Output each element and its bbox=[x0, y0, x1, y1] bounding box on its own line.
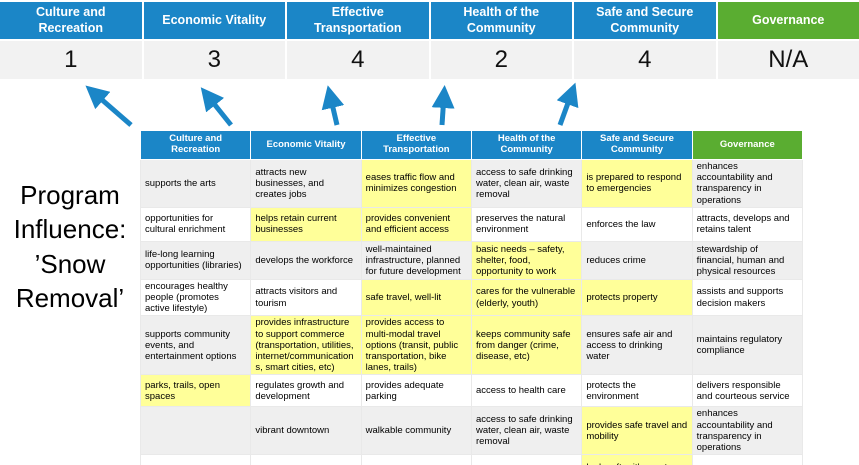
matrix-col-header: Governance bbox=[691, 130, 804, 160]
matrix-cell-highlighted: eases traffic flow and minimizes congest… bbox=[360, 159, 472, 208]
score-governance: N/A bbox=[717, 41, 859, 79]
matrix-row: life-long learning opportunities (librar… bbox=[139, 240, 804, 280]
matrix-cell bbox=[250, 454, 362, 465]
banner-header-health-community: Health of the Community bbox=[430, 2, 572, 39]
matrix-cell bbox=[691, 454, 804, 465]
matrix-col-header: Safe and Secure Community bbox=[581, 130, 693, 160]
matrix-cell: maintains regulatory compliance bbox=[691, 315, 804, 376]
score-banner: Culture and Recreation Economic Vitality… bbox=[0, 2, 859, 39]
matrix-cell: encourages healthy people (promotes acti… bbox=[139, 278, 252, 317]
matrix-cell-highlighted: provides convenient and efficient access bbox=[360, 206, 472, 242]
influence-arrows bbox=[85, 82, 579, 127]
matrix-row: opportunities for cultural enrichment hel… bbox=[139, 206, 804, 242]
arrow-safe-secure-community bbox=[556, 82, 579, 126]
matrix-cell: regulates growth and development bbox=[250, 374, 362, 408]
score-effective-transportation: 4 bbox=[287, 41, 429, 79]
matrix-cell bbox=[360, 454, 472, 465]
matrix-cell: vibrant downtown bbox=[250, 406, 362, 456]
matrix-cell: supports community events, and entertain… bbox=[139, 315, 252, 376]
matrix-cell: attracts, develops and retains talent bbox=[691, 206, 804, 242]
matrix-col-header: Culture and Recreation bbox=[139, 130, 252, 160]
matrix-cell-highlighted: provides access to multi-modal travel op… bbox=[360, 315, 472, 376]
matrix-cell-highlighted: helps retain current businesses bbox=[250, 206, 362, 242]
matrix-cell-highlighted: provides safe travel and mobility bbox=[581, 406, 693, 456]
matrix-cell: attracts new businesses, and creates job… bbox=[250, 159, 362, 208]
banner-header-economic-vitality: Economic Vitality bbox=[143, 2, 285, 39]
score-economic-vitality: 3 bbox=[143, 41, 285, 79]
banner-header-governance: Governance bbox=[717, 2, 859, 39]
matrix-cell: life-long learning opportunities (librar… bbox=[139, 240, 252, 280]
matrix-cell: assists and supports decision makers bbox=[691, 278, 804, 317]
matrix-row: parks, trails, open spaces regulates grow… bbox=[139, 374, 804, 408]
score-culture-recreation: 1 bbox=[0, 41, 142, 79]
matrix-cell-highlighted: safe travel, well-lit bbox=[360, 278, 472, 317]
matrix-col-header: Economic Vitality bbox=[250, 130, 362, 160]
matrix-cell-highlighted: basic needs – safety, shelter, food, opp… bbox=[470, 240, 583, 280]
matrix-cell bbox=[139, 454, 252, 465]
arrow-health-community bbox=[431, 85, 455, 126]
matrix-cell-highlighted: keeps community safe from danger (crime,… bbox=[470, 315, 583, 376]
matrix-cell-highlighted: parks, trails, open spaces bbox=[139, 374, 252, 408]
matrix-cell-highlighted: looks after it's most vulnerable bbox=[581, 454, 693, 465]
program-influence-label: Program Influence: ’Snow Removal’ bbox=[13, 180, 127, 313]
matrix-cell: opportunities for cultural enrichment bbox=[139, 206, 252, 242]
matrix-cell: attracts visitors and tourism bbox=[250, 278, 362, 317]
matrix-cell: provides adequate parking bbox=[360, 374, 472, 408]
score-health-community: 2 bbox=[430, 41, 572, 79]
matrix-cell-highlighted: cares for the vulnerable (elderly, youth… bbox=[470, 278, 583, 317]
matrix-cell: enforces the law bbox=[581, 206, 693, 242]
banner-header-safe-secure-community: Safe and Secure Community bbox=[574, 2, 716, 39]
matrix-cell: access to safe drinking water, clean air… bbox=[470, 406, 583, 456]
matrix-cell: walkable community bbox=[360, 406, 472, 456]
matrix-cell: delivers responsible and courteous servi… bbox=[691, 374, 804, 408]
matrix-cell: preserves the natural environment bbox=[470, 206, 583, 242]
matrix-row: vibrant downtown walkable community access… bbox=[139, 406, 804, 456]
matrix-col-header: Effective Transportation bbox=[360, 130, 472, 160]
matrix-header-row: Culture and Recreation Economic Vitality E… bbox=[139, 130, 804, 160]
matrix-cell: well-maintained infrastructure, planned … bbox=[360, 240, 472, 280]
score-safe-secure-community: 4 bbox=[574, 41, 716, 79]
matrix-cell-highlighted: is prepared to respond to emergencies bbox=[581, 159, 693, 208]
matrix-col-header: Health of the Community bbox=[470, 130, 583, 160]
banner-header-culture-recreation: Culture and Recreation bbox=[0, 2, 142, 39]
matrix-cell: access to health care bbox=[470, 374, 583, 408]
matrix-cell: stewardship of financial, human and phys… bbox=[691, 240, 804, 280]
arrow-effective-transportation bbox=[321, 85, 345, 126]
matrix-cell: supports the arts bbox=[139, 159, 252, 208]
matrix-cell: reduces crime bbox=[581, 240, 693, 280]
matrix-cell: ensures safe air and access to drinking … bbox=[581, 315, 693, 376]
matrix-row: supports community events, and entertain… bbox=[139, 315, 804, 376]
matrix-cell-highlighted: protects property bbox=[581, 278, 693, 317]
matrix-cell-highlighted: provides infrastructure to support comme… bbox=[250, 315, 362, 376]
banner-header-effective-transportation: Effective Transportation bbox=[287, 2, 429, 39]
matrix-cell bbox=[139, 406, 252, 456]
matrix-cell: enhances accountability and transparency… bbox=[691, 406, 804, 456]
matrix-cell bbox=[470, 454, 583, 465]
matrix-cell: enhances accountability and transparency… bbox=[691, 159, 804, 208]
arrow-economic-vitality bbox=[200, 87, 233, 127]
matrix-row: encourages healthy people (promotes acti… bbox=[139, 278, 804, 317]
matrix-cell: develops the workforce bbox=[250, 240, 362, 280]
matrix-cell: access to safe drinking water, clean air… bbox=[470, 159, 583, 208]
score-row: 1 3 4 2 4 N/A bbox=[0, 41, 859, 79]
arrow-culture-recreation bbox=[85, 85, 133, 127]
influence-matrix: Culture and Recreation Economic Vitality E… bbox=[139, 130, 804, 465]
matrix-row: supports the arts attracts new businesses… bbox=[139, 159, 804, 208]
matrix-cell: protects the environment bbox=[581, 374, 693, 408]
matrix-row: looks after it's most vulnerable bbox=[139, 454, 804, 465]
